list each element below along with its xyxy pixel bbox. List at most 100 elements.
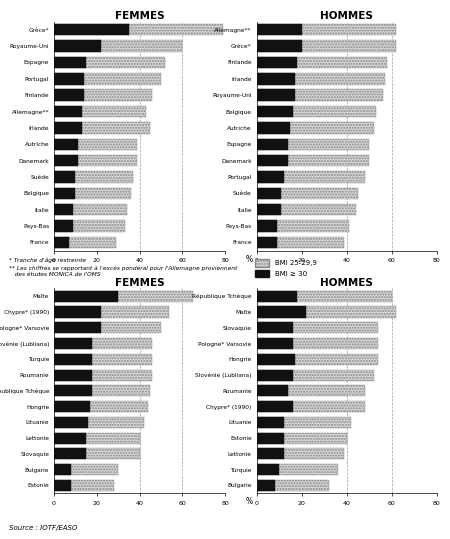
Bar [54,24,129,36]
Bar [54,480,71,491]
Bar [256,480,328,491]
Bar [256,370,292,381]
Bar [54,73,161,85]
Bar [54,155,77,167]
Bar [256,307,396,317]
Bar [256,480,274,491]
Bar [256,155,288,167]
Title: FEMMES: FEMMES [115,278,164,288]
Bar [54,204,73,216]
Text: Source : IOTF/EASO: Source : IOTF/EASO [9,525,77,531]
Bar [256,448,344,459]
Bar [54,291,118,302]
Bar [256,432,284,444]
Bar [54,417,144,428]
Bar [54,106,82,118]
Text: %: % [245,497,252,507]
Bar [256,432,346,444]
Bar [54,322,101,333]
Bar [54,139,77,150]
Text: %: % [245,255,252,264]
Bar [256,322,378,333]
Bar [54,122,150,134]
Bar [54,322,161,333]
Bar [256,220,277,232]
Bar [54,220,125,232]
Bar [256,338,378,349]
Bar [54,480,114,491]
Bar [54,291,193,302]
Bar [256,385,365,396]
Bar [54,89,84,101]
Bar [256,57,297,68]
Bar [54,464,118,475]
Bar [256,188,281,199]
Bar [256,291,392,302]
Text: des études MONICA de l'OMS: des études MONICA de l'OMS [9,272,101,277]
Bar [54,448,86,459]
Title: HOMMES: HOMMES [320,11,373,21]
Bar [54,307,169,317]
Text: * Tranche d'âge restreinte: * Tranche d'âge restreinte [9,258,86,263]
Bar [256,220,349,232]
Bar [54,338,93,349]
Bar [256,139,369,150]
Bar [256,307,306,317]
Legend: BMI 25-29,9, BMI ≥ 30: BMI 25-29,9, BMI ≥ 30 [256,259,317,277]
Bar [54,401,148,412]
Bar [256,106,376,118]
Text: ** Les chiffres se rapportant à l'excès pondéral pour l'Allemagne proviennent: ** Les chiffres se rapportant à l'excès … [9,265,237,271]
Bar [256,171,365,183]
Bar [54,57,165,68]
Bar [54,432,140,444]
Bar [54,237,69,248]
Bar [256,204,281,216]
Bar [54,220,73,232]
Bar [54,139,137,150]
Bar [256,122,374,134]
Bar [256,155,369,167]
Bar [256,57,387,68]
Bar [54,237,116,248]
Bar [256,401,365,412]
Bar [54,40,101,52]
Bar [256,73,385,85]
Bar [256,139,288,150]
Bar [54,448,140,459]
Bar [54,354,152,365]
Bar [54,24,223,36]
Bar [54,432,86,444]
Bar [256,171,284,183]
Bar [54,171,76,183]
Bar [256,370,374,381]
Bar [54,307,101,317]
Bar [54,106,146,118]
Bar [54,370,93,381]
Bar [54,57,86,68]
Bar [256,417,284,428]
Bar [54,122,82,134]
Bar [54,338,152,349]
Bar [256,40,302,52]
Bar [256,73,295,85]
Bar [54,188,76,199]
Bar [256,417,351,428]
Title: FEMMES: FEMMES [115,11,164,21]
Bar [54,204,127,216]
Bar [54,73,84,85]
Bar [256,464,338,475]
Bar [256,89,295,101]
Bar [256,237,277,248]
Bar [256,24,302,36]
Bar [256,40,396,52]
Bar [54,370,152,381]
Bar [54,401,90,412]
Bar [256,188,358,199]
Bar [256,24,396,36]
Bar [256,237,344,248]
Bar [256,291,297,302]
Bar [54,171,133,183]
Bar [256,322,292,333]
Title: HOMMES: HOMMES [320,278,373,288]
Bar [256,106,292,118]
